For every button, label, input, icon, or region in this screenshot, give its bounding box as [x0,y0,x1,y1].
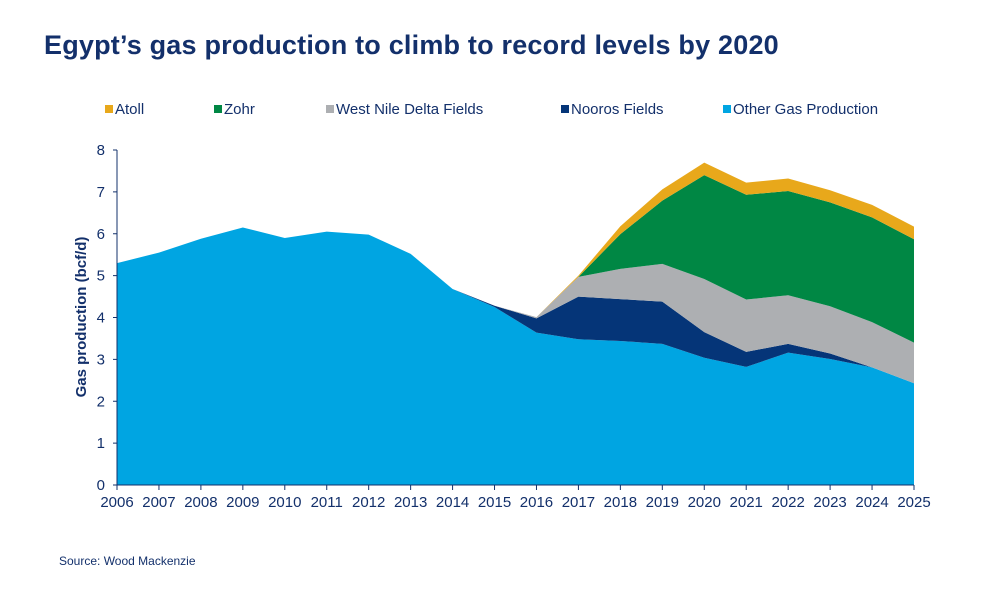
legend-swatch [561,105,569,113]
x-tick-label: 2018 [604,494,637,511]
x-tick-label: 2012 [352,494,385,511]
y-tick-label: 6 [97,226,105,243]
x-tick-label: 2017 [562,494,595,511]
y-tick-label: 0 [97,477,105,494]
chart-title: Egypt’s gas production to climb to recor… [44,30,779,60]
y-axis-label: Gas production (bcf/d) [73,237,90,398]
x-tick-label: 2015 [478,494,511,511]
legend: Atoll Zohr West Nile Delta Fields Nooros Fi… [105,101,878,118]
x-tick-label: 2023 [813,494,846,511]
y-tick-label: 4 [97,310,105,327]
x-tick-label: 2019 [646,494,679,511]
y-tick-label: 1 [97,435,105,452]
legend-label: West Nile Delta Fields [336,101,483,118]
legend-label: Nooros Fields [571,101,664,118]
legend-swatch [723,105,731,113]
x-tick-label: 2011 [311,494,343,511]
legend-item: Other Gas Production [723,101,878,118]
x-tick-label: 2020 [688,494,721,511]
x-tick-label: 2016 [520,494,553,511]
x-tick-label: 2014 [436,494,469,511]
area-zohr [117,175,914,343]
y-tick-label: 5 [97,268,105,285]
legend-swatch [326,105,334,113]
legend-label: Other Gas Production [733,101,878,118]
area-west-nile-delta-fields [117,227,914,384]
x-tick-label: 2025 [897,494,930,511]
legend-item: Zohr [214,101,255,118]
x-tick-label: 2006 [100,494,133,511]
legend-item: West Nile Delta Fields [326,101,483,118]
area-other-gas-production [117,227,914,485]
source-note: Source: Wood Mackenzie [59,554,196,568]
legend-swatch [214,105,222,113]
x-tick-label: 2013 [394,494,427,511]
y-tick-label: 3 [97,351,105,368]
legend-label: Atoll [115,101,144,118]
x-tick-label: 2009 [226,494,259,511]
areas [117,162,914,485]
x-tick-label: 2007 [142,494,175,511]
x-tick-label: 2008 [184,494,217,511]
legend-item: Atoll [105,101,144,118]
y-tick-label: 2 [97,393,105,410]
x-tick-label: 2024 [855,494,888,511]
y-tick-label: 8 [97,142,105,159]
area-nooros-fields [117,227,914,384]
legend-label: Zohr [224,101,255,118]
legend-swatch [105,105,113,113]
x-tick-label: 2022 [771,494,804,511]
legend-item: Nooros Fields [561,101,664,118]
axes: 0 1 2 3 4 5 6 7 8 2006 2007 2008 2009 2010 2011 2012 201… [97,142,931,511]
x-tick-label: 2010 [268,494,301,511]
x-tick-label: 2021 [730,494,763,511]
y-tick-label: 7 [97,184,105,201]
